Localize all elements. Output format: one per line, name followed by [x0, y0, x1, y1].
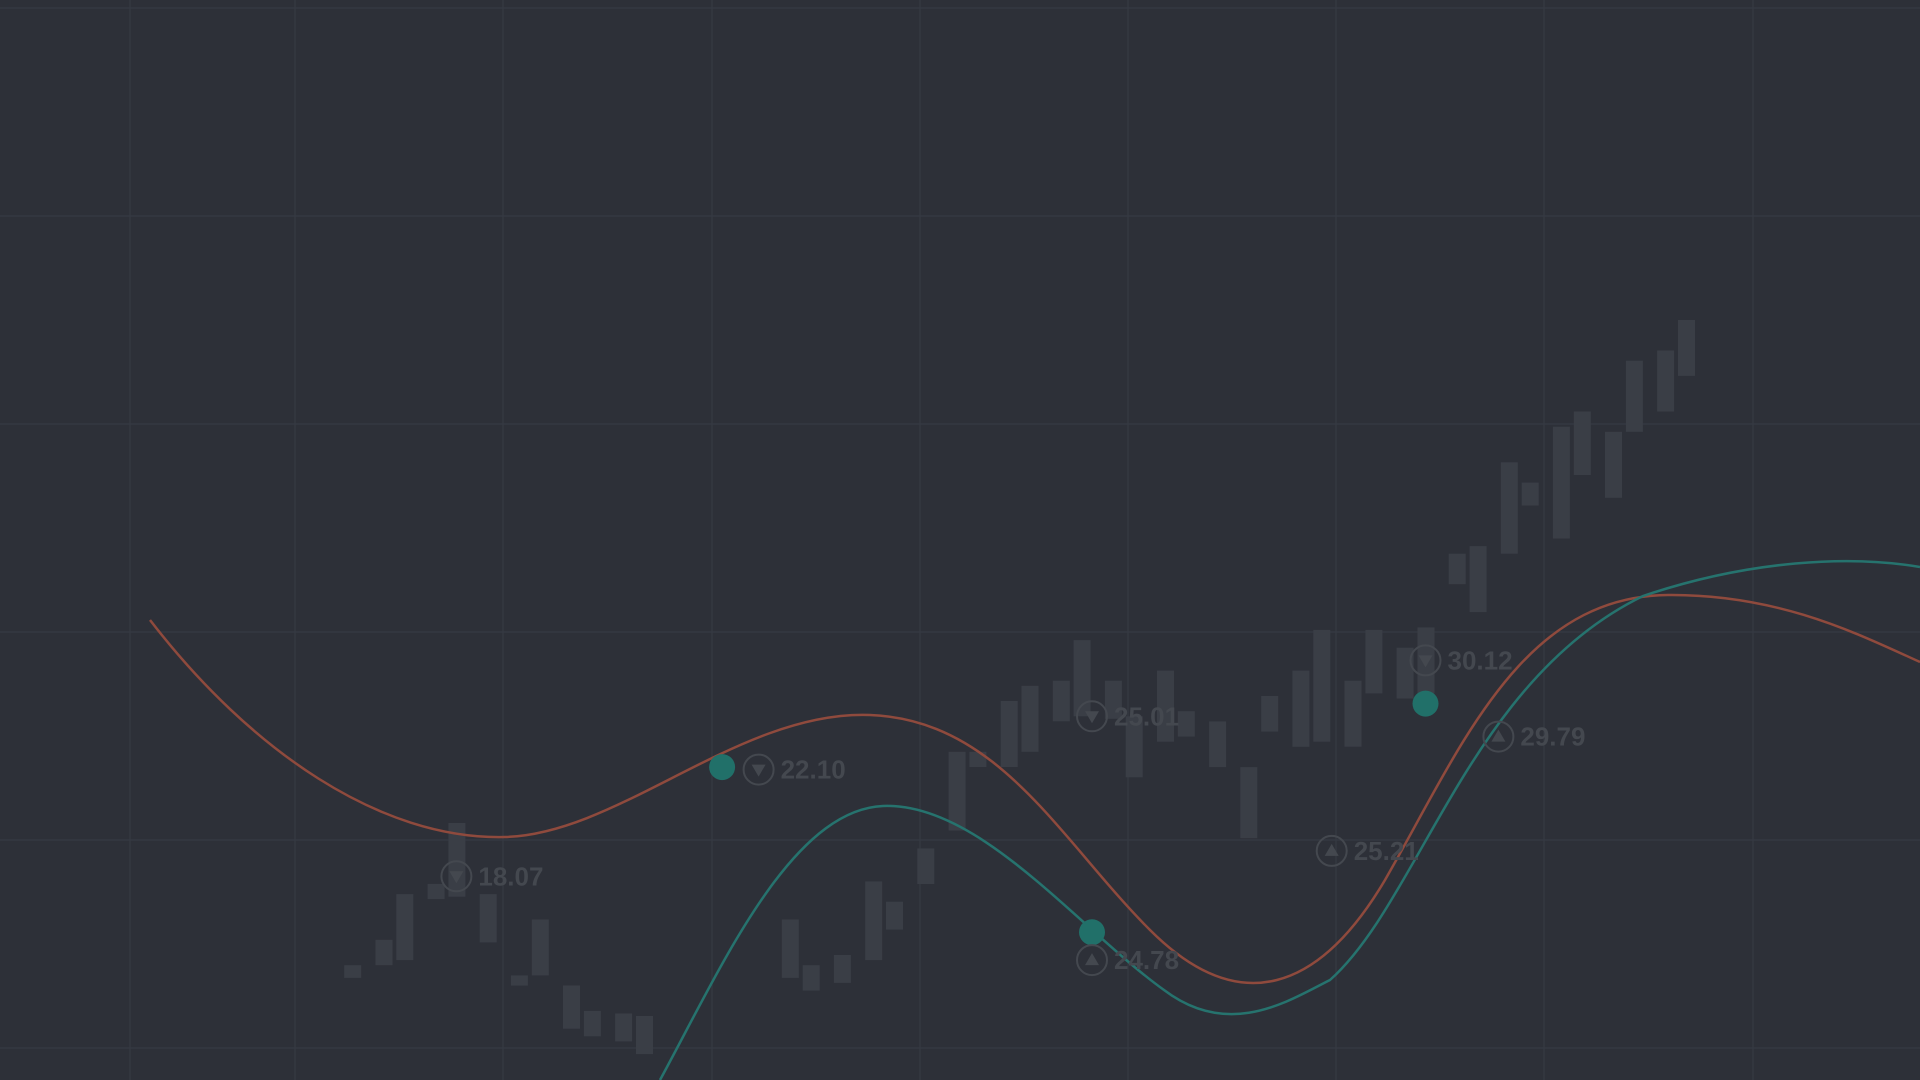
- candle-bar: [1396, 647, 1414, 699]
- candle-bar: [479, 894, 497, 943]
- series-line-teal: [658, 559, 1920, 1080]
- annotation-down: 30.12: [1409, 644, 1513, 677]
- annotation-value: 18.07: [478, 861, 543, 891]
- candle-bar: [1125, 716, 1143, 778]
- triangle-up-icon: [1324, 843, 1339, 856]
- candle-bar: [1344, 680, 1362, 747]
- candle-bar: [1521, 482, 1539, 506]
- candle-bar: [636, 1016, 653, 1055]
- candle-bar: [1000, 701, 1018, 767]
- candle-bar: [1104, 680, 1122, 719]
- candle-bar: [531, 919, 549, 976]
- highlight-points: [709, 690, 1439, 946]
- annotation-value: 24.78: [1114, 945, 1179, 975]
- candle-bar: [1313, 629, 1331, 742]
- candle-bar: [1073, 640, 1091, 717]
- triangle-down-icon: [1418, 655, 1433, 668]
- annotation-up: 24.78: [1076, 944, 1179, 977]
- annotation-ring-icon: [1076, 944, 1108, 977]
- annotation-value: 25.21: [1354, 836, 1419, 866]
- annotation-ring-icon: [1482, 720, 1515, 753]
- triangle-down-icon: [1085, 711, 1099, 724]
- candle-bar: [1605, 431, 1622, 498]
- candle-bar: [375, 939, 393, 966]
- annotation-value: 25.01: [1114, 701, 1179, 731]
- candle-bar: [448, 823, 466, 897]
- candle-bar: [583, 1010, 601, 1037]
- candle-bar: [886, 901, 903, 930]
- annotation-down: 22.10: [742, 753, 846, 786]
- candle-bar: [427, 883, 445, 900]
- candle-bar: [1500, 462, 1518, 554]
- triangle-up-icon: [1085, 953, 1099, 966]
- candle-bar: [396, 894, 414, 961]
- annotation-ring-icon: [742, 753, 775, 786]
- candle-bar: [1021, 685, 1039, 752]
- candle-bar: [781, 919, 799, 978]
- value-annotations: 18.07 22.10 25.01 24.78 25.21 30.12 29.79: [440, 644, 1585, 977]
- candle-bar: [1292, 670, 1310, 747]
- candle-bar: [1365, 629, 1383, 694]
- annotation-down: 25.01: [1076, 700, 1179, 733]
- candle-bar: [802, 965, 820, 991]
- candle-bar: [1448, 553, 1466, 585]
- annotation-ring-icon: [440, 860, 473, 893]
- candle-bar: [1469, 546, 1487, 613]
- annotation-value: 30.12: [1448, 645, 1513, 675]
- candle-bar: [1209, 721, 1227, 768]
- candle-bar: [1657, 350, 1675, 412]
- triangle-up-icon: [1491, 729, 1506, 742]
- candle-bar: [615, 1013, 633, 1042]
- candle-bar: [833, 955, 851, 983]
- candle-bar: [510, 975, 528, 986]
- candle-bar: [1573, 411, 1591, 475]
- candle-bar: [1678, 320, 1695, 376]
- candle-bar: [865, 881, 883, 961]
- candle-bar: [1177, 711, 1195, 737]
- series-line-red: [149, 593, 1920, 985]
- triangle-down-icon: [449, 871, 464, 884]
- candle-bar: [917, 848, 935, 884]
- candle-bar: [1261, 696, 1279, 732]
- candle-bar: [1052, 680, 1070, 722]
- annotation-up: 29.79: [1482, 720, 1585, 753]
- highlight-point: [1412, 690, 1439, 717]
- candle-bar: [563, 985, 580, 1029]
- candle-bar: [344, 965, 362, 978]
- annotation-value: 22.10: [781, 755, 846, 785]
- annotation-up: 25.21: [1315, 834, 1419, 867]
- annotation-ring-icon: [1315, 834, 1348, 867]
- candle-bar: [1240, 767, 1258, 839]
- triangle-down-icon: [751, 764, 766, 777]
- candle-bar: [1625, 360, 1643, 432]
- highlight-point: [1079, 919, 1105, 946]
- candlestick-bars: [344, 320, 1695, 1055]
- candle-bar: [1552, 426, 1570, 539]
- annotation-ring-icon: [1409, 644, 1442, 677]
- highlight-point: [709, 754, 736, 781]
- annotation-down: 18.07: [440, 860, 543, 893]
- annotation-value: 29.79: [1520, 722, 1585, 752]
- candle-bar: [1157, 670, 1174, 742]
- candle-bar: [948, 751, 966, 831]
- annotation-ring-icon: [1076, 700, 1108, 733]
